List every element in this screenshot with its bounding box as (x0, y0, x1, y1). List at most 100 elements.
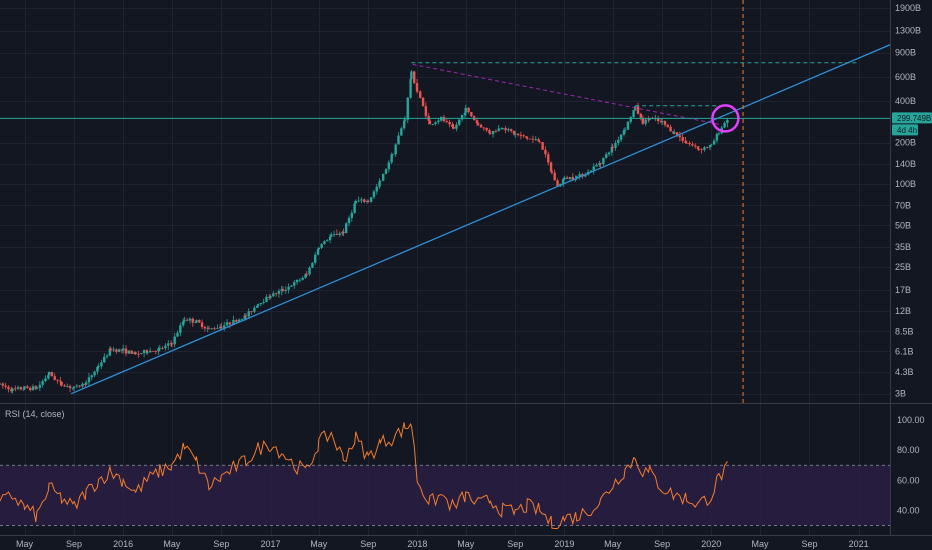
candle-body (428, 120, 432, 125)
candle-body (308, 267, 311, 275)
descending-resistance-line (412, 63, 722, 126)
candle-body (416, 90, 419, 92)
candle-body (281, 289, 285, 291)
candle-body (293, 282, 296, 286)
candle-body (103, 356, 106, 363)
candle-body (28, 387, 32, 391)
highlight-circle (711, 104, 740, 133)
candle-body (225, 322, 229, 326)
candle-body (448, 121, 451, 125)
candle-body (568, 177, 572, 179)
candle-body (1, 383, 5, 386)
price-tick-label: 100B (895, 179, 916, 189)
candle-body (455, 124, 458, 129)
price-tag-label: 299.749B (897, 114, 931, 123)
candle-body (317, 247, 321, 250)
time-axis[interactable]: May Sep 2016 May Sep 2017 May Sep 2018 May Sep 2019… (16, 539, 869, 549)
time-tick-label: Sep (213, 539, 229, 549)
candle-body (522, 135, 525, 137)
candle-body (151, 350, 155, 352)
candle-body (265, 296, 268, 303)
candle-body (179, 325, 182, 333)
candle-body (442, 116, 446, 122)
candle-body (463, 112, 467, 115)
candle-body (181, 321, 185, 326)
candle-body (121, 348, 125, 351)
candle-body (611, 146, 614, 148)
candle-body (400, 128, 403, 136)
candle-body (700, 149, 703, 151)
candle-body (105, 355, 109, 357)
candle-body (391, 154, 395, 156)
candle-body (188, 318, 192, 321)
rsi-axis[interactable]: 100.00 80.00 60.00 40.00 (897, 415, 925, 515)
price-tick-label: 70B (895, 200, 911, 210)
candle-body (410, 71, 413, 80)
candle-body (87, 377, 91, 383)
candle-body (639, 113, 643, 118)
candle-body (183, 319, 186, 322)
candle-body (243, 315, 246, 319)
candle-body (148, 350, 152, 353)
candle-body (584, 174, 587, 177)
candle-body (137, 353, 140, 355)
candle-body (519, 135, 523, 136)
candle-body (223, 325, 226, 328)
candle-body (120, 349, 124, 351)
candle-body (305, 274, 308, 276)
candle-body (213, 328, 216, 330)
price-tick-label: 1900B (895, 3, 921, 13)
candle-body (78, 385, 81, 387)
candle-body (367, 201, 370, 202)
candle-body (90, 375, 93, 378)
candle-body (342, 231, 345, 234)
candle-body (431, 124, 434, 125)
rsi-band-fill (0, 465, 890, 526)
candle-body (244, 315, 248, 317)
candle-body (656, 118, 660, 122)
candle-body (489, 133, 492, 135)
candle-body (369, 197, 373, 202)
candle-body (534, 139, 537, 141)
candle-body (544, 149, 547, 155)
candle-body (290, 285, 293, 287)
time-tick-label: 2019 (554, 539, 574, 549)
candle-body (537, 139, 540, 142)
candle-body (592, 166, 595, 171)
candle-body (164, 345, 167, 349)
candle-body (696, 146, 700, 150)
candle-body (142, 350, 146, 354)
candle-body (415, 83, 419, 91)
candle-body (117, 349, 121, 352)
candle-body (354, 200, 358, 204)
time-tick-label: 2020 (701, 539, 721, 549)
candle-body (240, 318, 244, 320)
candle-body (575, 176, 579, 179)
time-tick-label: Sep (360, 539, 376, 549)
candle-body (406, 97, 409, 120)
time-tick-label: Sep (654, 539, 670, 549)
candle-body (477, 123, 480, 125)
candle-body (685, 142, 688, 144)
price-tick-label: 140B (895, 159, 916, 169)
candle-body (598, 163, 601, 165)
price-axis[interactable]: 1900B 1300B 900B 600B 400B 200B 140B 100B 70B 50B… (895, 3, 921, 399)
trend-line (70, 44, 891, 395)
time-tick-label: 2017 (260, 539, 280, 549)
rsi-indicator-label[interactable]: RSI (14, close) (5, 409, 65, 419)
candle-body (571, 177, 575, 180)
candle-body (693, 145, 697, 147)
candle-body (413, 71, 416, 84)
time-tick-label: 2018 (407, 539, 427, 549)
candle-body (274, 293, 278, 295)
candle-body (256, 305, 259, 308)
candle-body (68, 386, 72, 389)
candle-body (688, 143, 691, 145)
candle-body (23, 386, 26, 389)
candle-body (145, 350, 149, 353)
candle-body (161, 347, 164, 349)
candle-body (421, 97, 425, 107)
price-tick-label: 200B (895, 138, 916, 148)
candle-body (330, 234, 333, 237)
